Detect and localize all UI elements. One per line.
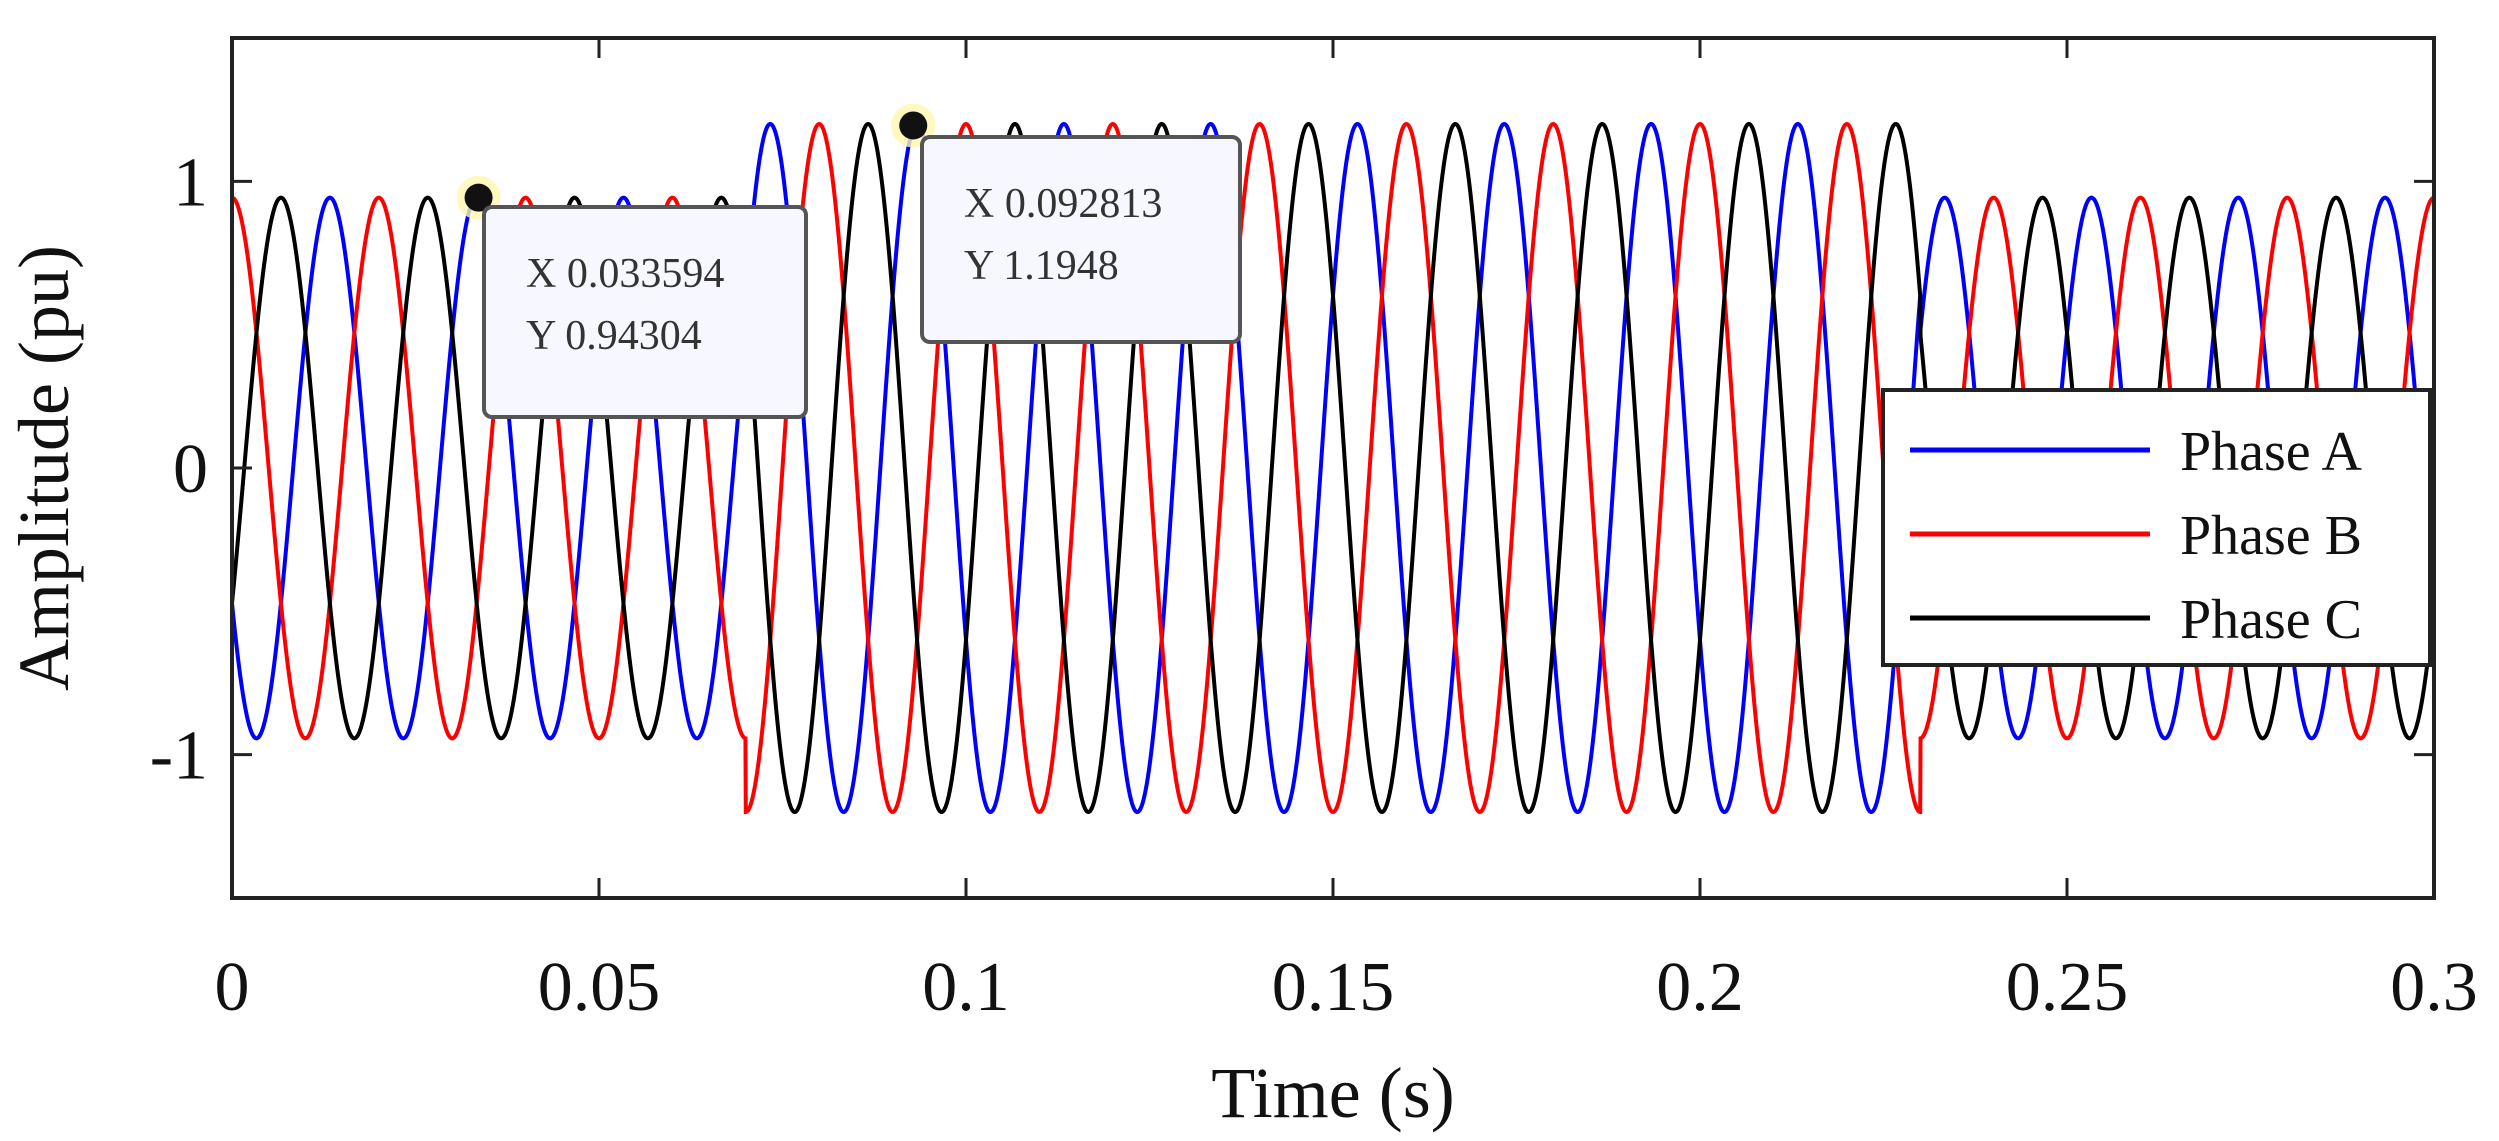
legend-label: Phase C [2180,589,2362,651]
datatip-y-label: Y 1.1948 [964,243,1119,289]
datatip-x-label: X 0.092813 [964,181,1162,227]
datatip-x-label: X 0.033594 [526,251,724,297]
x-tick-label: 0.15 [1272,949,1395,1026]
datatip-box[interactable] [920,135,1242,344]
x-tick-label: 0.3 [2390,949,2478,1026]
x-tick-label: 0.25 [2006,949,2129,1026]
datatips: X 0.033594 Y 0.94304 X 0.092813 Y 1.1948 [456,103,1242,419]
datatip-marker[interactable] [899,111,928,140]
datatip-marker[interactable] [464,183,493,212]
x-axis-title: Time (s) [1211,1053,1454,1133]
y-axis-title: Amplitude (pu) [4,245,84,691]
legend: Phase A Phase B Phase C [1881,388,2432,667]
x-tick-label: 0.05 [538,949,661,1026]
x-tick-label: 0.1 [922,949,1010,1026]
ticks-layer: 0 0.05 0.1 0.15 0.2 0.25 0.3 -1 0 1 [150,38,2478,1026]
legend-label: Phase A [2180,421,2363,483]
y-tick-label: 0 [173,431,208,508]
y-tick-label: 1 [173,144,208,221]
datatip-box[interactable] [482,205,808,419]
x-tick-label: 0.2 [1656,949,1744,1026]
datatip-y-label: Y 0.94304 [526,313,702,359]
y-tick-label: -1 [150,718,208,795]
x-tick-label: 0 [215,949,250,1026]
legend-label: Phase B [2180,505,2362,567]
series-line-phase-b [232,121,2434,815]
